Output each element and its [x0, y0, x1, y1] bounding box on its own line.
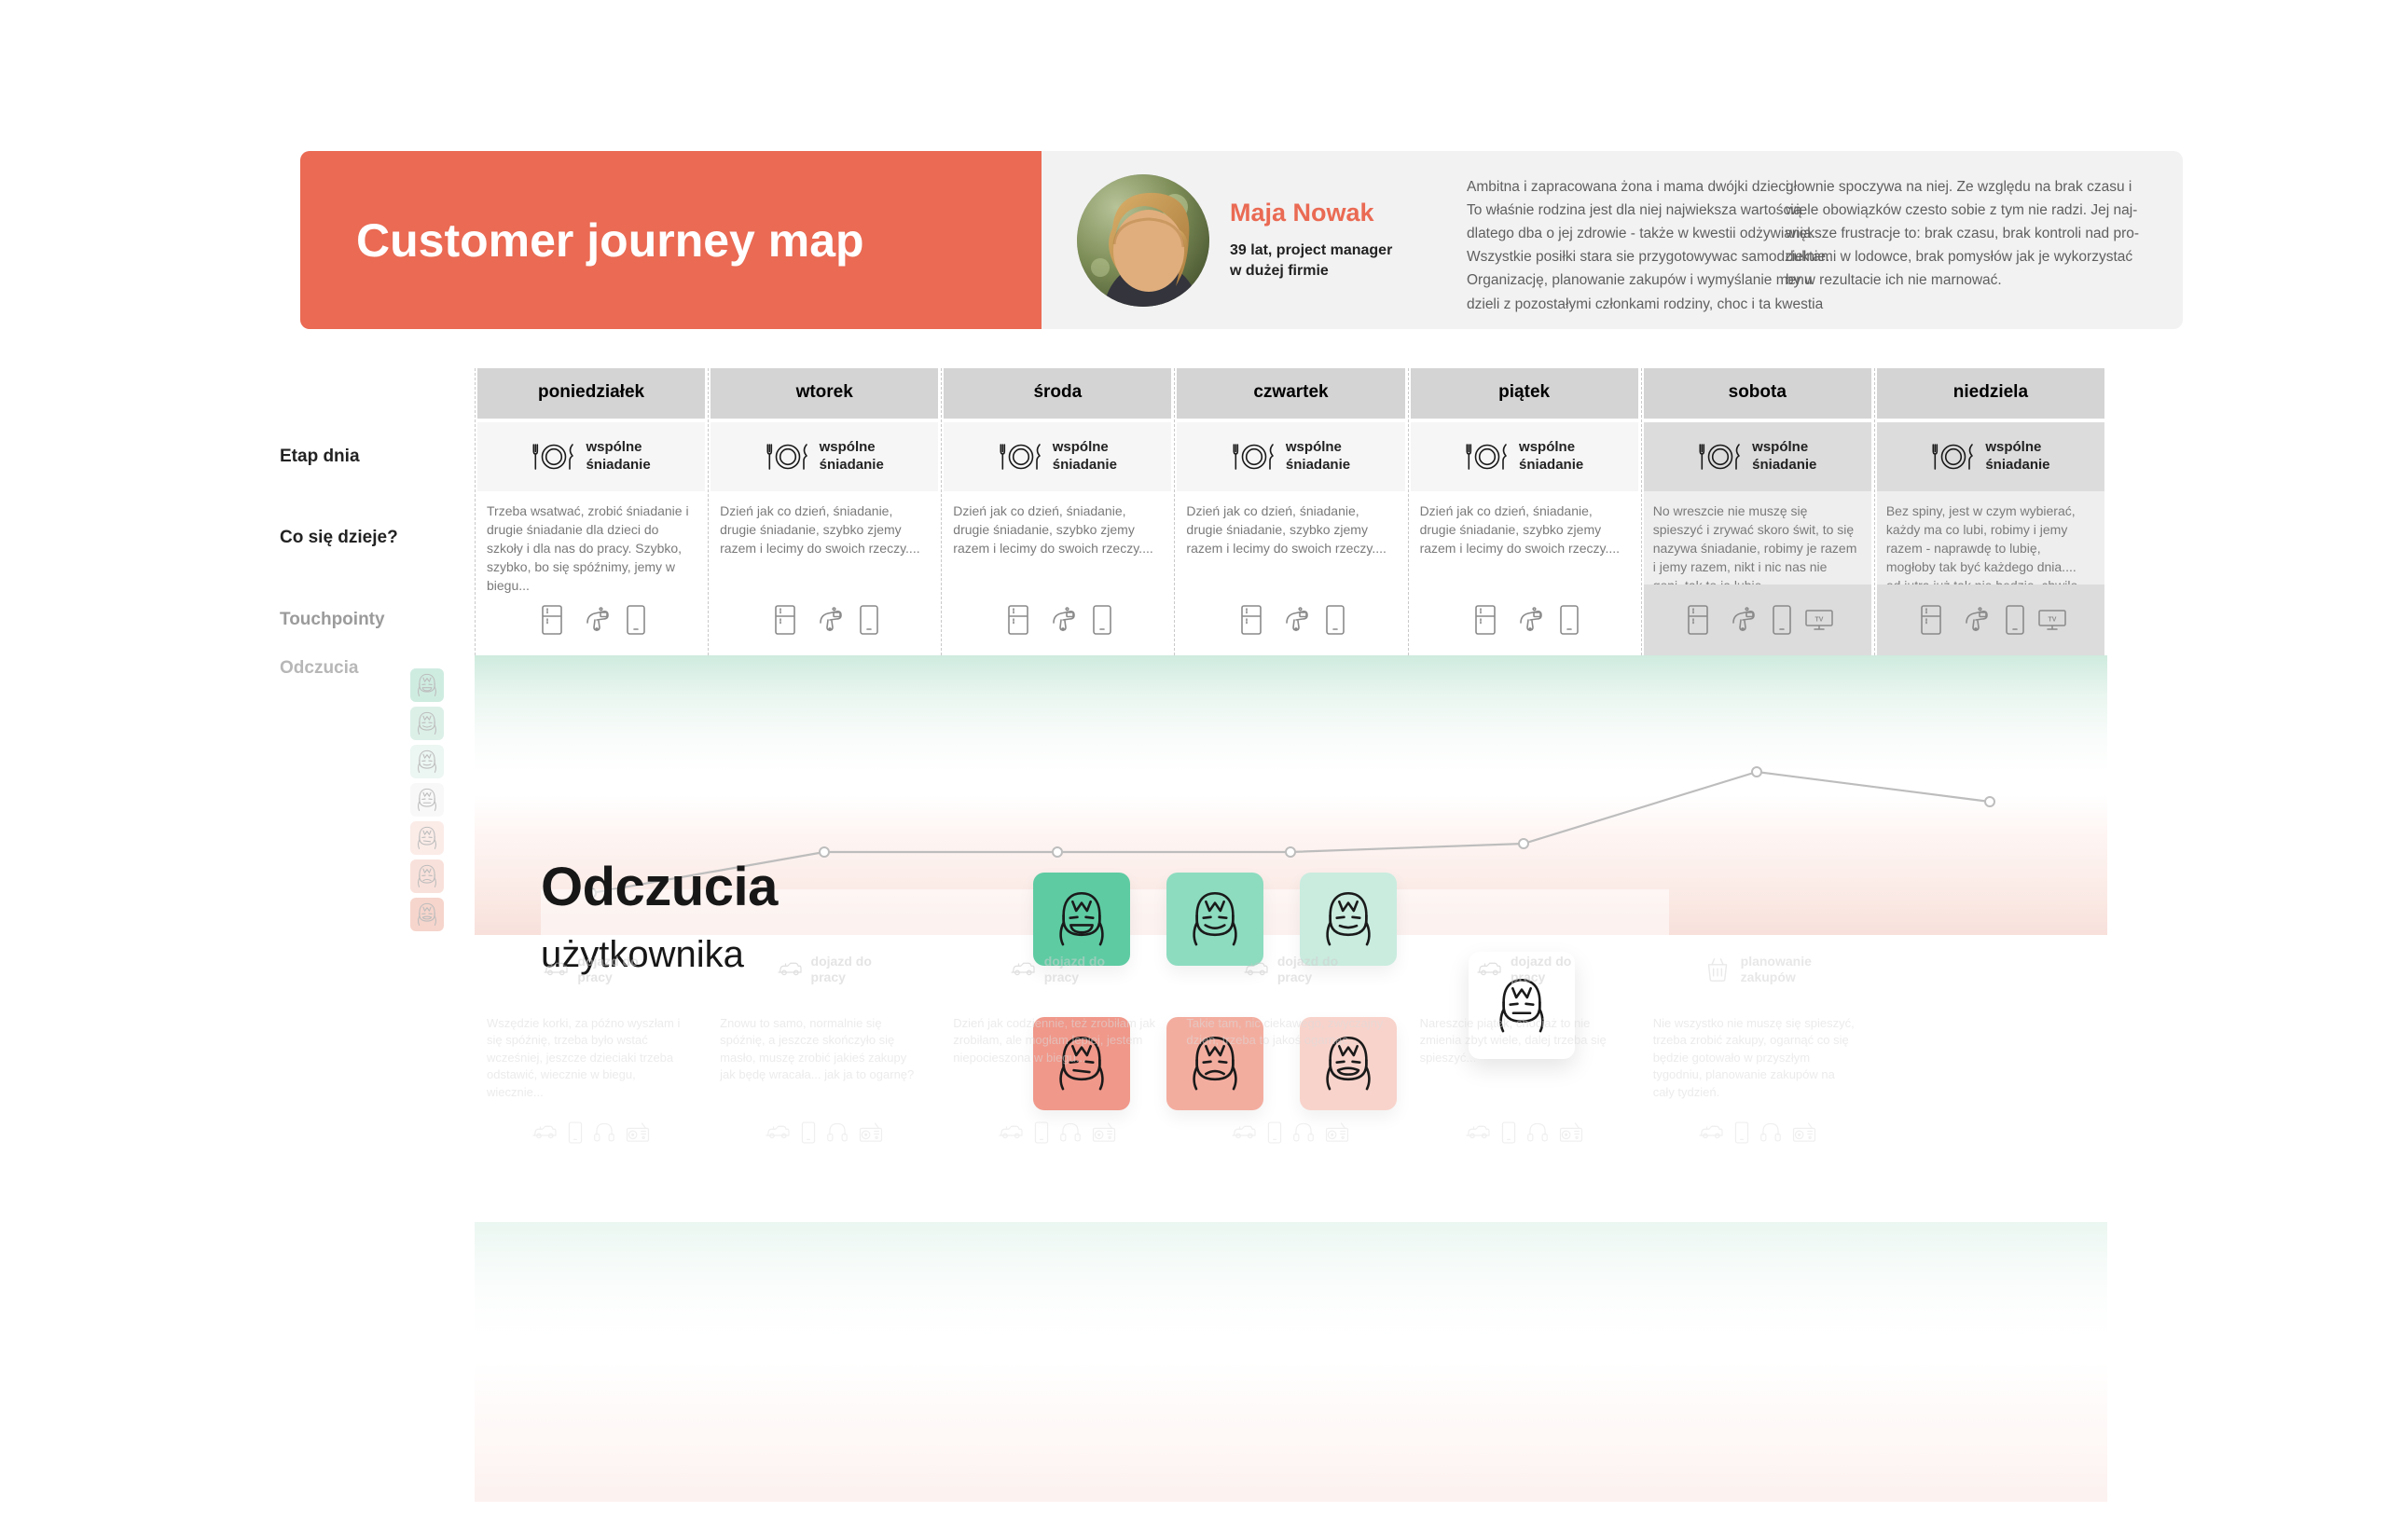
svg-text:TV: TV	[1814, 617, 1823, 624]
svg-text:TV: TV	[2048, 617, 2056, 624]
